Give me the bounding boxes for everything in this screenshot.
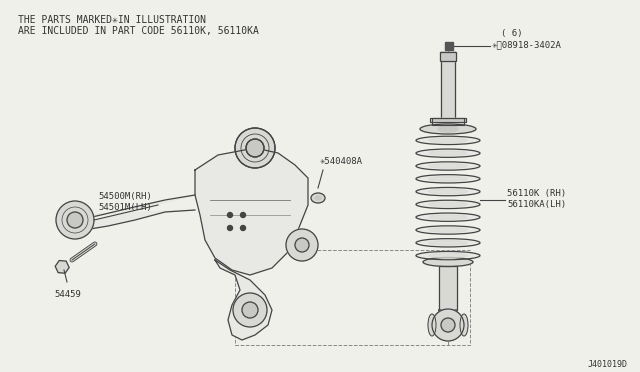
Ellipse shape bbox=[429, 202, 467, 206]
Ellipse shape bbox=[416, 213, 480, 221]
Ellipse shape bbox=[416, 149, 480, 157]
Circle shape bbox=[227, 212, 232, 218]
Ellipse shape bbox=[423, 257, 473, 266]
Ellipse shape bbox=[416, 200, 480, 209]
Ellipse shape bbox=[416, 162, 480, 170]
Polygon shape bbox=[75, 195, 195, 229]
Ellipse shape bbox=[428, 314, 436, 336]
Text: J401019D: J401019D bbox=[588, 360, 628, 369]
Ellipse shape bbox=[429, 151, 467, 155]
Ellipse shape bbox=[429, 228, 467, 232]
Ellipse shape bbox=[416, 187, 480, 196]
Bar bbox=[432, 118, 464, 125]
Bar bbox=[430, 118, 466, 122]
Polygon shape bbox=[215, 260, 272, 340]
Ellipse shape bbox=[429, 177, 467, 181]
Circle shape bbox=[67, 212, 83, 228]
Ellipse shape bbox=[416, 251, 480, 260]
Bar bbox=[445, 42, 453, 50]
Ellipse shape bbox=[416, 239, 480, 247]
Circle shape bbox=[242, 302, 258, 318]
Text: 56110K (RH): 56110K (RH) bbox=[507, 189, 566, 198]
Ellipse shape bbox=[420, 124, 476, 134]
Polygon shape bbox=[438, 310, 458, 318]
Circle shape bbox=[233, 293, 267, 327]
Ellipse shape bbox=[429, 164, 467, 168]
Ellipse shape bbox=[429, 253, 467, 258]
Text: 56110KA(LH): 56110KA(LH) bbox=[507, 200, 566, 209]
Bar bbox=[235, 250, 470, 345]
Circle shape bbox=[441, 318, 455, 332]
Text: ✳Ⓝ08918-3402A: ✳Ⓝ08918-3402A bbox=[492, 40, 562, 49]
Ellipse shape bbox=[416, 226, 480, 234]
Polygon shape bbox=[195, 148, 308, 275]
Text: 54501M(LH): 54501M(LH) bbox=[98, 203, 152, 212]
Bar bbox=[432, 118, 464, 125]
Text: 54459: 54459 bbox=[54, 290, 81, 299]
Text: 54500M(RH): 54500M(RH) bbox=[98, 192, 152, 201]
Bar bbox=[440, 52, 456, 61]
Ellipse shape bbox=[429, 138, 467, 142]
Ellipse shape bbox=[315, 196, 321, 200]
Bar bbox=[430, 118, 466, 122]
Circle shape bbox=[227, 225, 232, 231]
Circle shape bbox=[432, 309, 464, 341]
Text: ARE INCLUDED IN PART CODE 56110K, 56110KA: ARE INCLUDED IN PART CODE 56110K, 56110K… bbox=[18, 26, 259, 36]
Ellipse shape bbox=[429, 215, 467, 219]
Text: THE PARTS MARKED✳IN ILLUSTRATION: THE PARTS MARKED✳IN ILLUSTRATION bbox=[18, 15, 206, 25]
Ellipse shape bbox=[416, 174, 480, 183]
Ellipse shape bbox=[429, 189, 467, 194]
Bar bbox=[439, 266, 457, 310]
Ellipse shape bbox=[438, 126, 458, 132]
Ellipse shape bbox=[460, 314, 468, 336]
Ellipse shape bbox=[429, 241, 467, 245]
Ellipse shape bbox=[311, 193, 325, 203]
Text: ✳540408A: ✳540408A bbox=[320, 157, 363, 166]
Ellipse shape bbox=[416, 136, 480, 145]
Bar bbox=[440, 52, 456, 61]
Circle shape bbox=[235, 128, 275, 168]
Circle shape bbox=[295, 238, 309, 252]
Circle shape bbox=[286, 229, 318, 261]
Circle shape bbox=[241, 212, 246, 218]
Text: ( 6): ( 6) bbox=[501, 29, 522, 38]
Bar bbox=[439, 266, 457, 310]
Circle shape bbox=[241, 225, 246, 231]
Circle shape bbox=[246, 139, 264, 157]
Circle shape bbox=[56, 201, 94, 239]
